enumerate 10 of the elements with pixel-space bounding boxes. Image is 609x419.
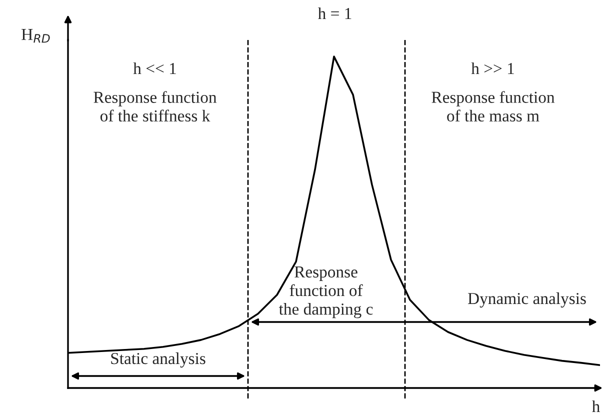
annotation: Response function of the damping c <box>278 266 373 318</box>
chart-title: h = 1 <box>318 7 352 20</box>
x-axis-title: h <box>592 400 600 412</box>
annotation: Response function of the mass m <box>432 91 555 122</box>
annotation: Response function of the stiffness k <box>94 91 217 122</box>
annotation: Static analysis <box>111 352 206 368</box>
annotation: h << 1 <box>133 62 176 74</box>
y-axis-title: H$_{RD}$ <box>22 29 50 43</box>
annotation: Dynamic analysis <box>468 292 586 308</box>
annotation: h >> 1 <box>471 62 514 74</box>
